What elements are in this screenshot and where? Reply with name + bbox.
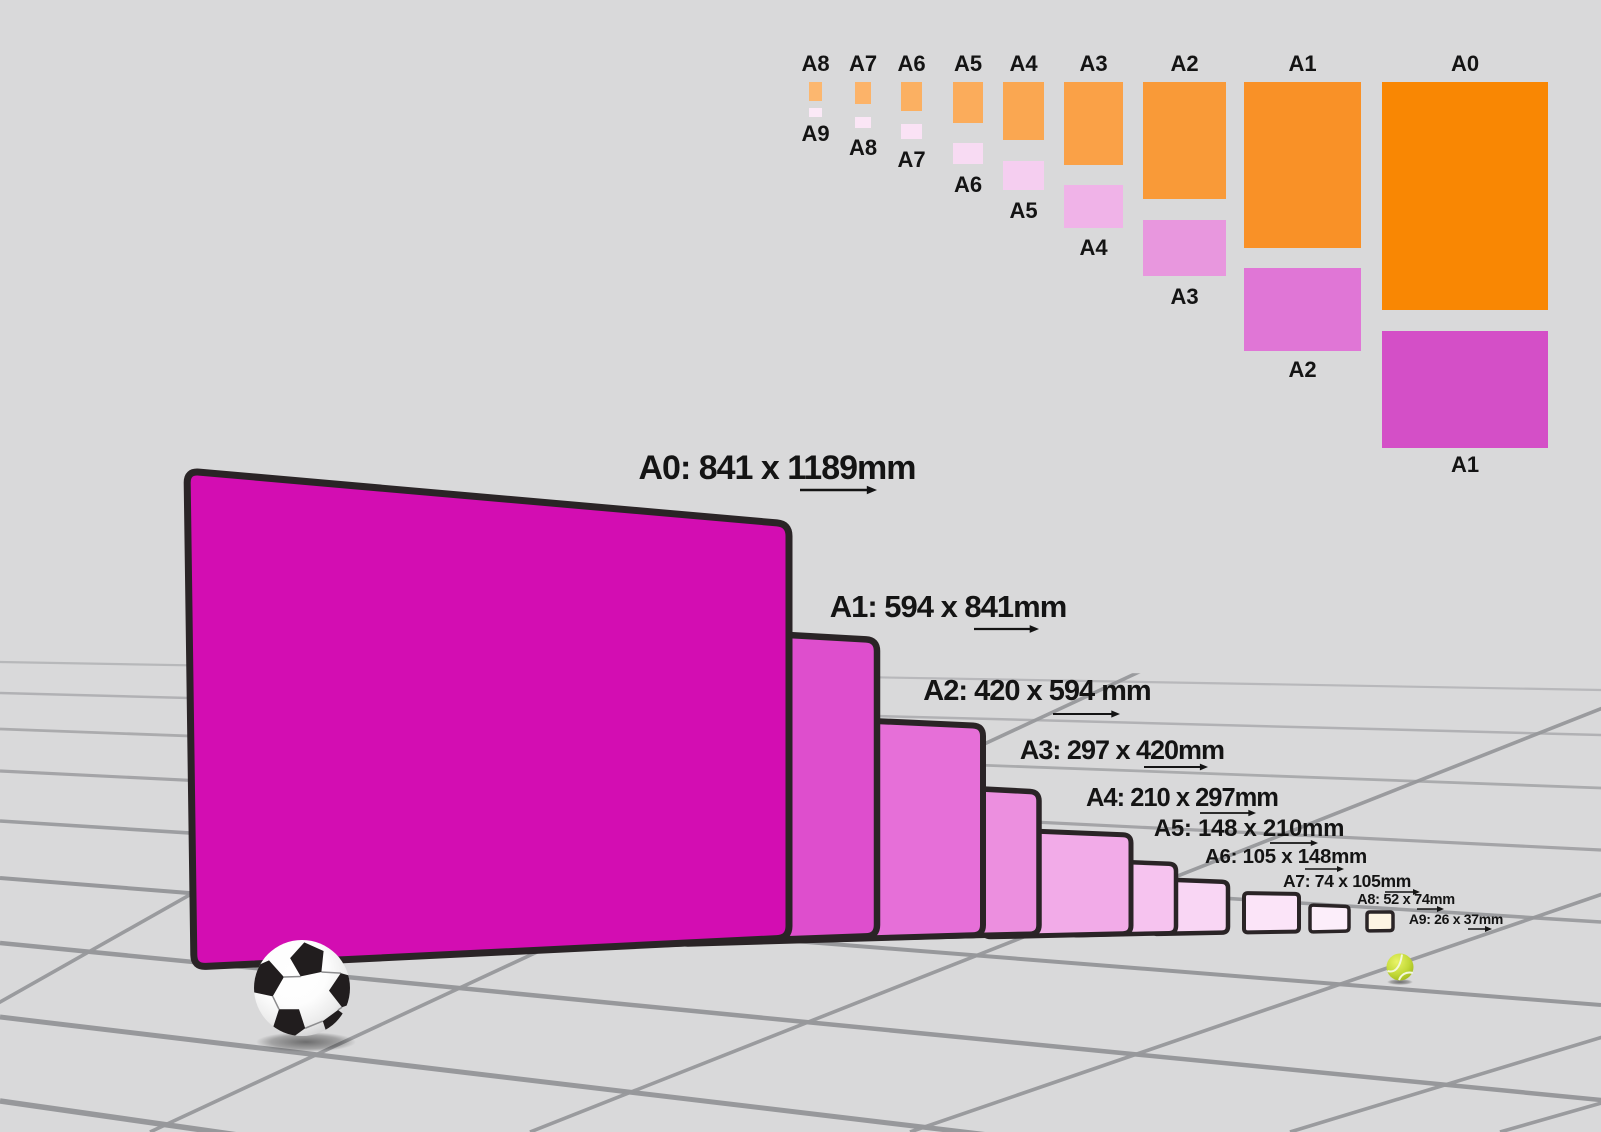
arrow-head-icon <box>1029 625 1039 633</box>
soccer-ball-shadow <box>256 1032 356 1052</box>
nested-top-label-a7: A7 <box>849 51 877 76</box>
arrow-head-icon <box>1199 763 1208 771</box>
nested-bottom-label-a9: A9 <box>801 121 829 146</box>
sheet-label-a0: A0: 841 x 1189mm <box>639 449 916 487</box>
grid-line-diagonal-3 <box>909 652 1601 1132</box>
nested-top-label-a0: A0 <box>1451 51 1479 76</box>
soccer-pentagon-0 <box>290 942 324 977</box>
nested-portrait-a4 <box>1003 82 1044 140</box>
nested-portrait-a7 <box>855 82 871 104</box>
dimension-arrow-a4 <box>1200 809 1256 817</box>
nested-size-diagram: A8 A9 A7 A8 A6 A7 A5 A6 A4 A5 A3 A4 A2 A3 A1 A2 A0 A1 <box>801 51 1548 477</box>
tennis-ball <box>1386 953 1414 985</box>
nested-bottom-label-a6: A6 <box>954 172 982 197</box>
soccer-seam <box>337 1006 343 1011</box>
soccer-seam <box>283 975 301 978</box>
arrow-head-icon <box>1111 710 1120 718</box>
soccer-pentagon-2 <box>329 973 350 1008</box>
nested-landscape-a4 <box>1064 185 1123 228</box>
tennis-ball-shadow <box>1387 979 1413 985</box>
dimension-arrow-a2 <box>1053 710 1120 718</box>
tennis-seam-1 <box>1387 954 1403 973</box>
nested-bottom-label-a8: A8 <box>849 135 877 160</box>
sheet-a7 <box>1242 891 1301 935</box>
grid-line-diagonal-4 <box>1289 652 1601 1132</box>
nested-top-label-a3: A3 <box>1079 51 1107 76</box>
sheet-label-a7: A7: 74 x 105mm <box>1283 871 1411 891</box>
nested-landscape-a5 <box>1003 161 1044 190</box>
soccer-seam <box>321 971 341 974</box>
sheet-a9 <box>1365 910 1395 933</box>
nested-landscape-a7 <box>901 124 922 139</box>
sheet-a0 <box>183 468 793 970</box>
arrow-head-icon <box>1485 926 1492 932</box>
sheet-label-a6: A6: 105 x 148mm <box>1205 845 1367 868</box>
nested-portrait-a2 <box>1143 82 1226 199</box>
dimension-arrow-a1 <box>974 625 1039 633</box>
sheet-label-a3: A3: 297 x 420mm <box>1020 735 1224 765</box>
nested-top-label-a1: A1 <box>1288 51 1316 76</box>
nested-bottom-label-a3: A3 <box>1170 284 1198 309</box>
nested-landscape-a2 <box>1244 268 1361 351</box>
nested-portrait-a0 <box>1382 82 1548 310</box>
soccer-seam <box>304 1020 324 1029</box>
nested-landscape-a6 <box>953 143 983 164</box>
nested-landscape-a1 <box>1382 331 1548 448</box>
nested-top-label-a6: A6 <box>897 51 925 76</box>
sheet-label-a9: A9: 26 x 37mm <box>1409 911 1503 927</box>
nested-landscape-a3 <box>1143 220 1226 276</box>
arrow-head-icon <box>1437 906 1444 912</box>
arrow-head-icon <box>1248 809 1256 817</box>
nested-portrait-a3 <box>1064 82 1123 165</box>
dimension-labels: A0: 841 x 1189mm A1: 594 x 841mm A2: 420 x… <box>639 449 1503 932</box>
dimension-arrow-a8 <box>1417 906 1444 912</box>
nested-top-label-a5: A5 <box>954 51 982 76</box>
dimension-arrow-a3 <box>1144 763 1208 771</box>
nested-bottom-label-a2: A2 <box>1288 357 1316 382</box>
nested-portrait-a5 <box>953 82 983 123</box>
grid-line-horizontal-7 <box>0 1014 1601 1132</box>
sheet-label-a5: A5: 148 x 210mm <box>1154 815 1344 842</box>
sheet-label-a8: A8: 52 x 74mm <box>1357 892 1455 908</box>
dimension-arrow-a0 <box>800 485 877 495</box>
tennis-seam-2 <box>1398 971 1414 981</box>
nested-bottom-label-a5: A5 <box>1009 198 1037 223</box>
nested-portrait-a1 <box>1244 82 1361 248</box>
dimension-arrow-a6 <box>1305 866 1344 872</box>
nested-portrait-a8 <box>809 82 822 101</box>
soccer-ball-body <box>254 940 350 1036</box>
arrow-head-icon <box>1337 866 1344 872</box>
nested-top-label-a2: A2 <box>1170 51 1198 76</box>
sheet-a8 <box>1308 903 1351 934</box>
soccer-seam <box>272 996 280 1010</box>
nested-top-label-a4: A4 <box>1009 51 1038 76</box>
arrow-head-icon <box>1413 889 1420 895</box>
nested-portrait-a6 <box>901 82 922 111</box>
nested-top-label-a8: A8 <box>801 51 829 76</box>
dimension-arrow-a9 <box>1468 926 1492 932</box>
dimension-arrow-a5 <box>1270 839 1318 847</box>
perspective-sheets <box>183 468 1395 970</box>
nested-landscape-a8 <box>855 117 871 128</box>
nested-landscape-a9 <box>809 108 822 117</box>
arrow-head-icon <box>1310 839 1318 847</box>
nested-bottom-label-a7: A7 <box>897 147 925 172</box>
nested-bottom-label-a4: A4 <box>1079 235 1108 260</box>
sheet-label-a1: A1: 594 x 841mm <box>830 589 1067 624</box>
sheet-label-a2: A2: 420 x 594 mm <box>923 675 1150 707</box>
sheet-label-a4: A4: 210 x 297mm <box>1086 784 1278 812</box>
dimension-arrow-a7 <box>1385 889 1420 895</box>
arrow-head-icon <box>866 485 877 495</box>
nested-bottom-label-a1: A1 <box>1451 452 1479 477</box>
